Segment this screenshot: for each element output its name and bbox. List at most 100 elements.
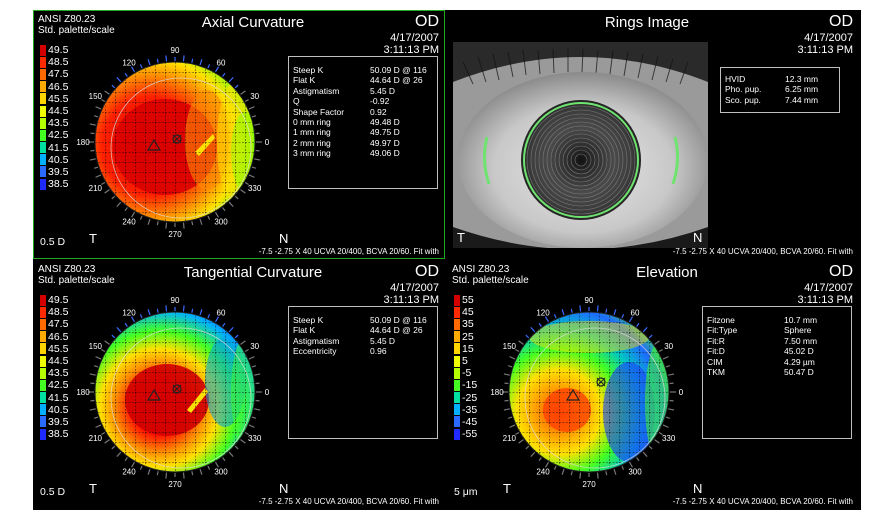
steep-k-marker-icon (146, 138, 162, 151)
scale-swatch (454, 416, 460, 428)
meridian-label: 180 (76, 388, 90, 397)
scale-value: 49.5 (48, 294, 69, 307)
scale-value: 40.5 (48, 403, 69, 416)
info-row: 1 mm ring 49.75 D (293, 127, 437, 137)
meridian-label: 30 (250, 342, 259, 351)
meridian-label: 300 (214, 468, 228, 477)
info-value: 7.50 mm (784, 335, 818, 346)
vertex-cross-icon (172, 384, 182, 394)
meridian-label: 330 (248, 434, 262, 443)
info-value: 49.48 D (370, 116, 400, 127)
meridian-label: 90 (585, 296, 594, 305)
info-label: CIM (707, 356, 723, 367)
scale-value: 39.5 (48, 165, 69, 178)
scale-swatch (40, 343, 46, 355)
scale-step: 45.5 (40, 93, 76, 105)
meridian-label: 90 (171, 46, 180, 55)
scale-value: -5 (462, 367, 472, 380)
keratometry-info-box: Steep K 50.09 D @ 116 Flat K 44.64 D @ 26 As… (288, 56, 438, 189)
temporal-label: T (457, 230, 465, 245)
info-label: Fitzone (707, 315, 735, 325)
scale-swatch (40, 178, 46, 190)
info-row: CIM 4.29 µm (707, 357, 851, 367)
scale-value: 48.5 (48, 306, 69, 319)
meridian-label: 180 (76, 138, 90, 147)
exam-datetime: 4/17/2007 3:11:13 PM (384, 32, 439, 56)
info-label: Astigmatism (293, 85, 340, 96)
info-label: Astigmatism (293, 335, 340, 346)
tangential-curvature-panel[interactable]: ANSI Z80.23 Std. palette/scale Tangentia… (33, 260, 447, 510)
scale-value: 42.5 (48, 379, 69, 392)
axial-curvature-panel[interactable]: ANSI Z80.23 Std. palette/scale Axial Cur… (33, 10, 447, 260)
meridian-label: 210 (89, 434, 103, 443)
info-label: 2 mm ring (293, 137, 331, 148)
exam-time: 3:11:13 PM (383, 44, 439, 56)
scale-swatch (40, 367, 46, 379)
scale-swatch (40, 154, 46, 166)
scale-step: 40.5 (40, 154, 76, 166)
info-value: 4.29 µm (784, 356, 815, 367)
scale-value: 45.5 (48, 342, 69, 355)
scale-value: 46.5 (48, 330, 69, 343)
scale-value: 44.5 (48, 105, 69, 118)
color-scale[interactable]: 55 45 35 25 15 5 -5 -15 -25 -35 -45 -55 (454, 294, 490, 440)
keratometry-info-box: Steep K 50.09 D @ 116 Flat K 44.64 D @ 26 As… (288, 306, 438, 439)
axial-topography-map[interactable]: 90 120 60 150 30 180 0 210 330 240 300 270 (75, 42, 275, 242)
rings-image-panel[interactable]: Rings Image OD 4/17/2007 3:11:13 PM (447, 10, 861, 260)
scale-step: -45 (454, 416, 490, 428)
map-rim (88, 55, 262, 229)
scale-step: -35 (454, 404, 490, 416)
info-row: Eccentricity 0.96 (293, 346, 437, 356)
scale-swatch (454, 355, 460, 367)
tangential-topography-map[interactable]: 90 120 60 150 30 180 0 210 330 240 300 270 (75, 292, 275, 492)
scale-step: 45 (454, 306, 490, 318)
exam-time: 3:11:13 PM (383, 294, 439, 306)
scale-swatch (40, 428, 46, 440)
info-row: Flat K 44.64 D @ 26 (293, 325, 437, 335)
map-surface (509, 312, 669, 472)
meridian-label: 180 (490, 388, 504, 397)
scale-value: 48.5 (48, 56, 69, 69)
scale-value: -45 (462, 415, 478, 428)
scale-swatch (40, 68, 46, 80)
info-row: 0 mm ring 49.48 D (293, 117, 437, 127)
scale-swatch (40, 93, 46, 105)
scale-step: 35 (454, 318, 490, 330)
scale-swatch (454, 343, 460, 355)
scale-step: 40.5 (40, 404, 76, 416)
scale-value: 41.5 (48, 141, 69, 154)
scale-swatch (40, 392, 46, 404)
color-scale[interactable]: 49.5 48.5 47.5 46.5 45.5 44.5 43.5 42.5 41.5 40.5… (40, 44, 76, 190)
elevation-map[interactable]: 90 120 60 150 30 180 0 210 330 240 300 270 (489, 292, 689, 492)
info-value: 49.75 D (370, 127, 400, 138)
scale-value: 43.5 (48, 367, 69, 380)
info-value: 49.06 D (370, 148, 400, 159)
info-row: Steep K 50.09 D @ 116 (293, 315, 437, 325)
scale-step: 15 (454, 343, 490, 355)
placido-rings-photo[interactable] (453, 42, 708, 248)
scale-value: 45 (462, 306, 474, 319)
palette-scale-label: Std. palette/scale (452, 275, 529, 286)
scale-swatch (40, 404, 46, 416)
info-value: 12.3 mm (785, 74, 819, 84)
info-row: Fit:Type Sphere (707, 325, 851, 335)
info-value: 45.02 D (784, 346, 814, 357)
scale-swatch (454, 331, 460, 343)
refraction-note: -7.5 -2.75 X 40 UCVA 20/400, BCVA 20/60.… (258, 247, 439, 256)
map-rim (88, 305, 262, 479)
scale-step: 44.5 (40, 105, 76, 117)
refraction-note: -7.5 -2.75 X 40 UCVA 20/400, BCVA 20/60.… (672, 247, 853, 256)
info-row: Shape Factor 0.92 (293, 107, 437, 117)
scale-swatch (40, 129, 46, 141)
panel-title: Rings Image (604, 14, 690, 31)
info-label: Sco. pup. (725, 94, 761, 105)
info-value: -0.92 (370, 96, 390, 107)
scale-step: 45.5 (40, 343, 76, 355)
scale-value: 47.5 (48, 318, 69, 331)
scale-swatch (454, 392, 460, 404)
color-scale[interactable]: 49.5 48.5 47.5 46.5 45.5 44.5 43.5 42.5 41.5 40.5… (40, 294, 76, 440)
scale-step: -5 (454, 367, 490, 379)
meridian-label: 120 (122, 58, 136, 67)
elevation-panel[interactable]: ANSI Z80.23 Std. palette/scale Elevation… (447, 260, 861, 510)
info-label: Eccentricity (293, 346, 337, 357)
